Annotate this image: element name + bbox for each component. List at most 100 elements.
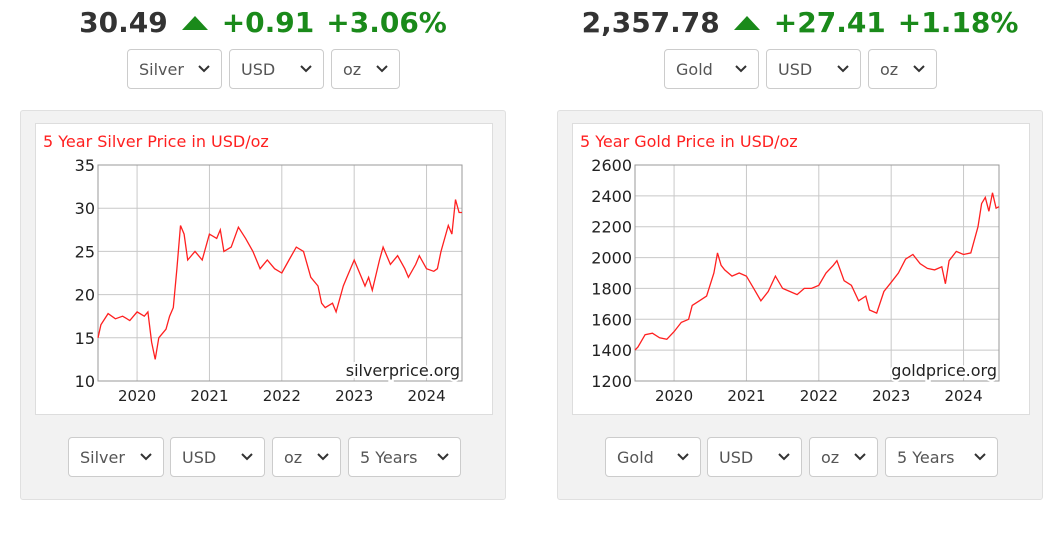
price-header: 30.49 +0.91 +3.06% [20, 6, 506, 39]
chevron [735, 65, 747, 73]
dropdown-label: USD [182, 447, 217, 467]
y-tick-label: 2000 [591, 249, 632, 268]
y-tick-label: 30 [75, 199, 95, 218]
chevron [677, 453, 689, 461]
chart-background [35, 123, 493, 415]
chevron-path [778, 453, 790, 461]
chevron-path [437, 453, 449, 461]
dropdown[interactable]: 5 Years [348, 437, 461, 477]
chevron-path [198, 65, 210, 73]
change: +27.41 [773, 6, 886, 39]
up-arrow [733, 15, 760, 30]
dropdown-label: Gold [676, 59, 713, 79]
x-tick-label: 2021 [727, 387, 765, 405]
x-tick-label: 2024 [944, 387, 982, 405]
chart: 5 Year Gold Price in USD/oz 1200 1400 1600 1… [572, 123, 1030, 415]
chart-background [572, 123, 1030, 415]
x-tick-label: 2022 [800, 387, 838, 405]
y-tick-label: 20 [75, 286, 95, 305]
dropdown-label: oz [343, 59, 362, 79]
chevron-path [300, 65, 312, 73]
change-pct: +3.06% [326, 6, 447, 39]
dropdown-label: USD [241, 59, 276, 79]
x-tick-label: 2020 [655, 387, 693, 405]
change: +0.91 [221, 6, 315, 39]
chevron [837, 65, 849, 73]
watermark: silverprice.org [346, 361, 460, 380]
up-arrow [181, 15, 208, 30]
chevron [300, 65, 312, 73]
chevron [376, 65, 388, 73]
chevron-path [677, 453, 689, 461]
dropdown[interactable]: USD [229, 49, 324, 89]
chevron [854, 453, 866, 461]
dropdown-label: Gold [617, 447, 654, 467]
dropdown-label: oz [284, 447, 303, 467]
price-line [634, 192, 1000, 351]
chart: 5 Year Silver Price in USD/oz 10 15 20 25 30 3… [35, 123, 493, 415]
y-tick-label: 2600 [591, 156, 632, 175]
y-tick-label: 10 [75, 372, 95, 391]
chart-title: 5 Year Gold Price in USD/oz [580, 132, 798, 151]
x-tick-label: 2021 [190, 387, 228, 405]
chevron-path [913, 65, 925, 73]
chevron [974, 453, 986, 461]
y-tick-label: 2400 [591, 187, 632, 206]
y-tick-label: 25 [75, 242, 95, 261]
chevron [913, 65, 925, 73]
dropdown-label: 5 Years [360, 447, 418, 467]
dropdown-label: oz [821, 447, 840, 467]
chevron [437, 453, 449, 461]
chevron-path [974, 453, 986, 461]
dropdown[interactable]: USD [170, 437, 265, 477]
dropdown[interactable]: USD [766, 49, 861, 89]
dropdown[interactable]: USD [707, 437, 802, 477]
chevron-path [317, 453, 329, 461]
dropdown-label: USD [719, 447, 754, 467]
dropdown[interactable]: oz [272, 437, 341, 477]
dropdown-label: 5 Years [897, 447, 955, 467]
change-pct: +1.18% [897, 6, 1019, 39]
chevron [140, 453, 152, 461]
dropdown[interactable]: Silver [68, 437, 164, 477]
dropdown[interactable]: Gold [605, 437, 701, 477]
x-tick-label: 2020 [118, 387, 156, 405]
chevron-path [837, 65, 849, 73]
dropdown[interactable]: Gold [664, 49, 759, 89]
chevron-path [241, 453, 253, 461]
y-tick-label: 1400 [591, 341, 632, 360]
chevron-path [376, 65, 388, 73]
plot-border [634, 164, 1000, 382]
chevron [778, 453, 790, 461]
dropdown-label: Silver [80, 447, 125, 467]
dropdown[interactable]: oz [809, 437, 878, 477]
price: 2,357.78 [581, 6, 720, 39]
chevron [241, 453, 253, 461]
y-tick-label: 1600 [591, 310, 632, 329]
dropdown[interactable]: Silver [127, 49, 222, 89]
plot-border [97, 164, 463, 382]
up-arrow-shape [181, 15, 208, 30]
chart-title: 5 Year Silver Price in USD/oz [43, 132, 269, 151]
chevron-path [854, 453, 866, 461]
watermark: goldprice.org [891, 361, 997, 380]
dropdown-label: USD [778, 59, 813, 79]
dropdown[interactable]: 5 Years [885, 437, 998, 477]
x-tick-label: 2023 [872, 387, 910, 405]
up-arrow-shape [733, 15, 760, 30]
dropdown-label: oz [880, 59, 899, 79]
dropdown[interactable]: oz [331, 49, 400, 89]
y-tick-label: 35 [75, 156, 95, 175]
x-tick-label: 2023 [335, 387, 373, 405]
chevron [317, 453, 329, 461]
price-line [97, 199, 462, 360]
price-header: 2,357.78 +27.41 +1.18% [557, 6, 1043, 39]
x-tick-label: 2024 [407, 387, 445, 405]
y-tick-label: 1800 [591, 279, 632, 298]
y-tick-label: 15 [75, 329, 95, 348]
dropdown[interactable]: oz [868, 49, 937, 89]
x-tick-label: 2022 [263, 387, 301, 405]
y-tick-label: 2200 [591, 218, 632, 237]
chevron [198, 65, 210, 73]
